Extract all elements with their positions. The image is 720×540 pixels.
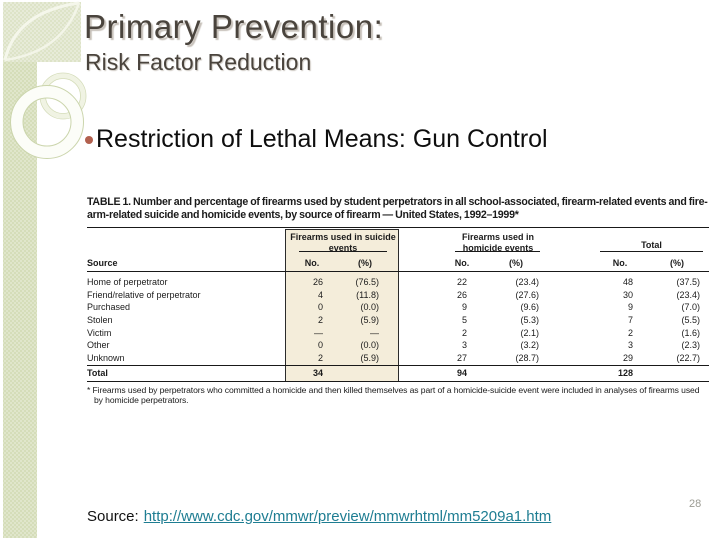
cell-suicide-no: 0 bbox=[317, 340, 323, 351]
table-footnote: * Firearms used by perpetrators who comm… bbox=[87, 385, 700, 405]
table-row: Purchased 0 (0.0) 9 (9.6) 9 (7.0) bbox=[87, 301, 709, 314]
cell-total-no: 29 bbox=[622, 353, 633, 364]
cell-total-pct: (23.4) bbox=[676, 289, 700, 300]
cell-homicide-total: 94 bbox=[456, 368, 467, 378]
col-header-no: No. bbox=[454, 258, 470, 268]
source-link[interactable]: http://www.cdc.gov/mmwr/preview/mmwrhtml… bbox=[143, 508, 552, 525]
table-title: TABLE 1. Number and percentage of firear… bbox=[87, 196, 708, 221]
cell-homicide-no: 2 bbox=[461, 327, 467, 338]
table-subheader-row: Source No. (%) No. (%) No. (%) bbox=[87, 257, 709, 270]
col-header-no: No. bbox=[612, 258, 628, 268]
cell-suicide-pct: (76.5) bbox=[355, 277, 379, 287]
cell-source: Purchased bbox=[87, 302, 131, 313]
cell-suicide-pct: — bbox=[370, 327, 379, 338]
cell-homicide-no: 27 bbox=[456, 353, 467, 364]
cell-homicide-pct: (9.6) bbox=[520, 302, 539, 313]
cell-suicide-total: 34 bbox=[312, 368, 323, 378]
col-group-total: Total bbox=[641, 240, 662, 250]
table-row: Stolen 2 (5.9) 5 (5.3) 7 (5.5) bbox=[87, 314, 709, 327]
source-label: Source: bbox=[87, 508, 139, 525]
cell-homicide-no: 22 bbox=[456, 277, 467, 287]
table-rule bbox=[87, 271, 709, 272]
table-row: Friend/relative of perpetrator 4 (11.8) … bbox=[87, 289, 709, 302]
col-header-pct: (%) bbox=[358, 258, 372, 268]
cell-source: Unknown bbox=[87, 353, 125, 364]
cell-total-pct: (22.7) bbox=[676, 353, 700, 364]
table-row: Other 0 (0.0) 3 (3.2) 3 (2.3) bbox=[87, 339, 709, 352]
cell-total-no: 30 bbox=[622, 289, 633, 300]
cell-suicide-no: 0 bbox=[317, 302, 323, 313]
bullet-item: Restriction of Lethal Means: Gun Control bbox=[85, 122, 705, 156]
source-citation: Source: http://www.cdc.gov/mmwr/preview/m… bbox=[87, 508, 551, 525]
cell-source: Home of perpetrator bbox=[87, 277, 168, 287]
cell-source: Friend/relative of perpetrator bbox=[87, 289, 201, 300]
cell-source: Stolen bbox=[87, 315, 113, 326]
sidebar-top-square bbox=[3, 2, 81, 62]
cell-suicide-pct: (0.0) bbox=[360, 340, 379, 351]
cell-total-label: Total bbox=[87, 368, 108, 378]
group-underline bbox=[299, 251, 387, 252]
col-header-pct: (%) bbox=[509, 258, 523, 268]
cell-total-no: 7 bbox=[627, 315, 633, 326]
table-rule bbox=[87, 381, 709, 382]
cell-total-no: 3 bbox=[627, 340, 633, 351]
table-total-row: Total 34 94 128 bbox=[87, 367, 709, 380]
cell-suicide-pct: (5.9) bbox=[360, 353, 379, 364]
cell-homicide-pct: (27.6) bbox=[515, 289, 539, 300]
cell-total-pct: (1.6) bbox=[681, 327, 700, 338]
cell-suicide-pct: (5.9) bbox=[360, 315, 379, 326]
cell-total-no: 9 bbox=[627, 302, 633, 313]
page-number: 28 bbox=[689, 498, 702, 510]
bullet-icon bbox=[85, 136, 93, 144]
cell-total-pct: (5.5) bbox=[681, 315, 700, 326]
cell-suicide-no: 26 bbox=[312, 277, 323, 287]
cell-source: Victim bbox=[87, 327, 112, 338]
cell-suicide-pct: (0.0) bbox=[360, 302, 379, 313]
cell-homicide-pct: (28.7) bbox=[515, 353, 539, 364]
arc-decoration bbox=[3, 1, 80, 61]
cell-suicide-pct: (11.8) bbox=[356, 289, 379, 300]
col-group-homicide: Firearms used in homicide events bbox=[461, 232, 535, 253]
page-subtitle: Risk Factor Reduction bbox=[85, 49, 312, 75]
table-body: Home of perpetrator 26 (76.5) 22 (23.4) … bbox=[87, 276, 709, 365]
table-rule bbox=[87, 365, 709, 366]
decorative-sidebar bbox=[3, 1, 87, 538]
cell-homicide-no: 26 bbox=[456, 289, 467, 300]
cell-total-no: 48 bbox=[622, 277, 633, 287]
page-title: Primary Prevention: bbox=[84, 8, 384, 45]
cell-suicide-no: — bbox=[314, 327, 323, 338]
table-row: Home of perpetrator 26 (76.5) 22 (23.4) … bbox=[87, 276, 709, 289]
col-header-pct: (%) bbox=[670, 258, 684, 268]
table-rule bbox=[87, 227, 709, 228]
bullet-text: Restriction of Lethal Means: Gun Control bbox=[96, 125, 548, 153]
table-row: Victim — — 2 (2.1) 2 (1.6) bbox=[87, 327, 709, 340]
cell-homicide-pct: (3.2) bbox=[520, 340, 539, 351]
col-header-no: No. bbox=[304, 258, 320, 268]
thick-ring-decoration bbox=[11, 86, 83, 158]
col-header-source: Source bbox=[87, 258, 118, 268]
cell-source: Other bbox=[87, 340, 110, 351]
cell-total-pct: (37.5) bbox=[676, 277, 700, 287]
cell-grand-total: 128 bbox=[617, 368, 633, 378]
cell-homicide-no: 9 bbox=[461, 302, 467, 313]
cell-suicide-no: 4 bbox=[317, 289, 323, 300]
group-underline bbox=[455, 251, 540, 252]
group-underline bbox=[600, 251, 703, 252]
cell-total-no: 2 bbox=[627, 327, 633, 338]
cell-suicide-no: 2 bbox=[317, 315, 323, 326]
mmwr-table: TABLE 1. Number and percentage of firear… bbox=[87, 196, 709, 418]
cell-total-pct: (2.3) bbox=[681, 340, 700, 351]
cell-homicide-pct: (5.3) bbox=[520, 315, 539, 326]
cell-suicide-no: 2 bbox=[317, 353, 323, 364]
col-group-suicide: Firearms used in suicide events bbox=[290, 232, 396, 253]
table-row: Unknown 2 (5.9) 27 (28.7) 29 (22.7) bbox=[87, 352, 709, 365]
cell-homicide-no: 5 bbox=[461, 315, 467, 326]
cell-homicide-pct: (23.4) bbox=[515, 277, 539, 287]
cell-homicide-pct: (2.1) bbox=[520, 327, 539, 338]
cell-homicide-no: 3 bbox=[461, 340, 467, 351]
sidebar-band bbox=[3, 2, 37, 538]
arc-decoration bbox=[4, 2, 81, 62]
cell-total-pct: (7.0) bbox=[681, 302, 700, 313]
